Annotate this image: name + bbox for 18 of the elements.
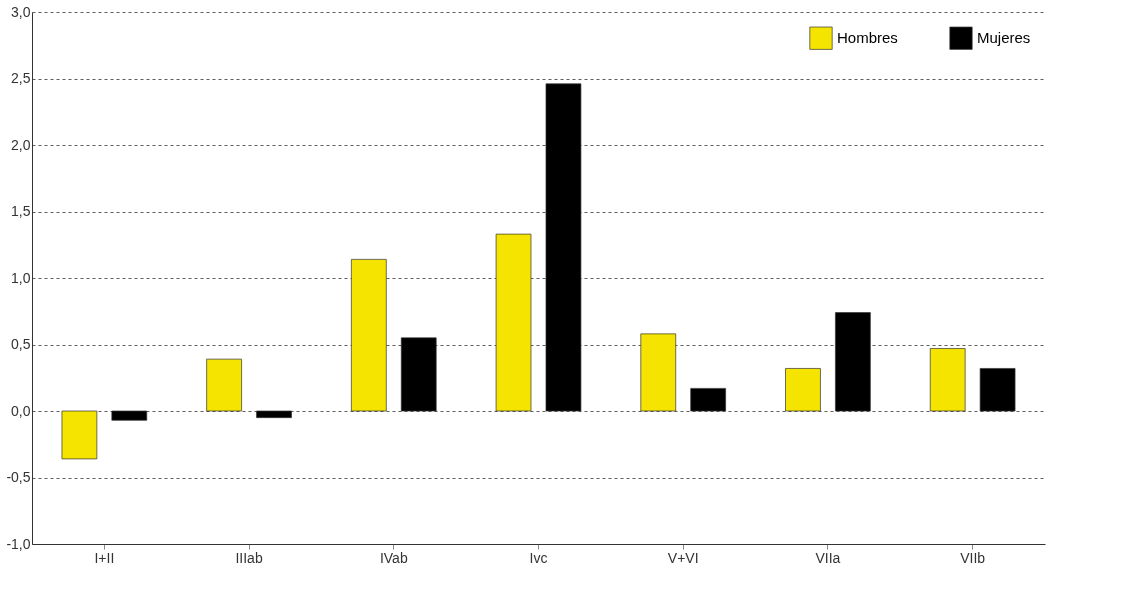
x-tick-label: IVab xyxy=(379,549,408,566)
y-tick-label: 0,5 xyxy=(11,336,31,352)
x-tick-label: VIIa xyxy=(815,549,841,566)
y-tick-label: 1,0 xyxy=(11,269,31,286)
y-tick-label: 3,0 xyxy=(11,3,31,20)
y-tick-label: 0,0 xyxy=(11,402,31,419)
x-tick-label: I+II xyxy=(94,549,115,566)
y-tick-label: 2,5 xyxy=(11,70,31,86)
x-tick-label: Ivc xyxy=(529,549,548,566)
x-tick-label: VIIb xyxy=(960,549,986,566)
x-tick-label: V+VI xyxy=(667,549,699,566)
y-tick-label: -1,0 xyxy=(6,535,31,552)
y-tick-label: 1,5 xyxy=(11,203,31,219)
x-tick-label: IIIab xyxy=(235,549,263,566)
legend-label: Hombres xyxy=(837,29,898,47)
legend-label: Mujeres xyxy=(977,29,1031,47)
y-tick-label: 2,0 xyxy=(11,136,31,153)
y-tick-label: -0,5 xyxy=(6,469,31,485)
